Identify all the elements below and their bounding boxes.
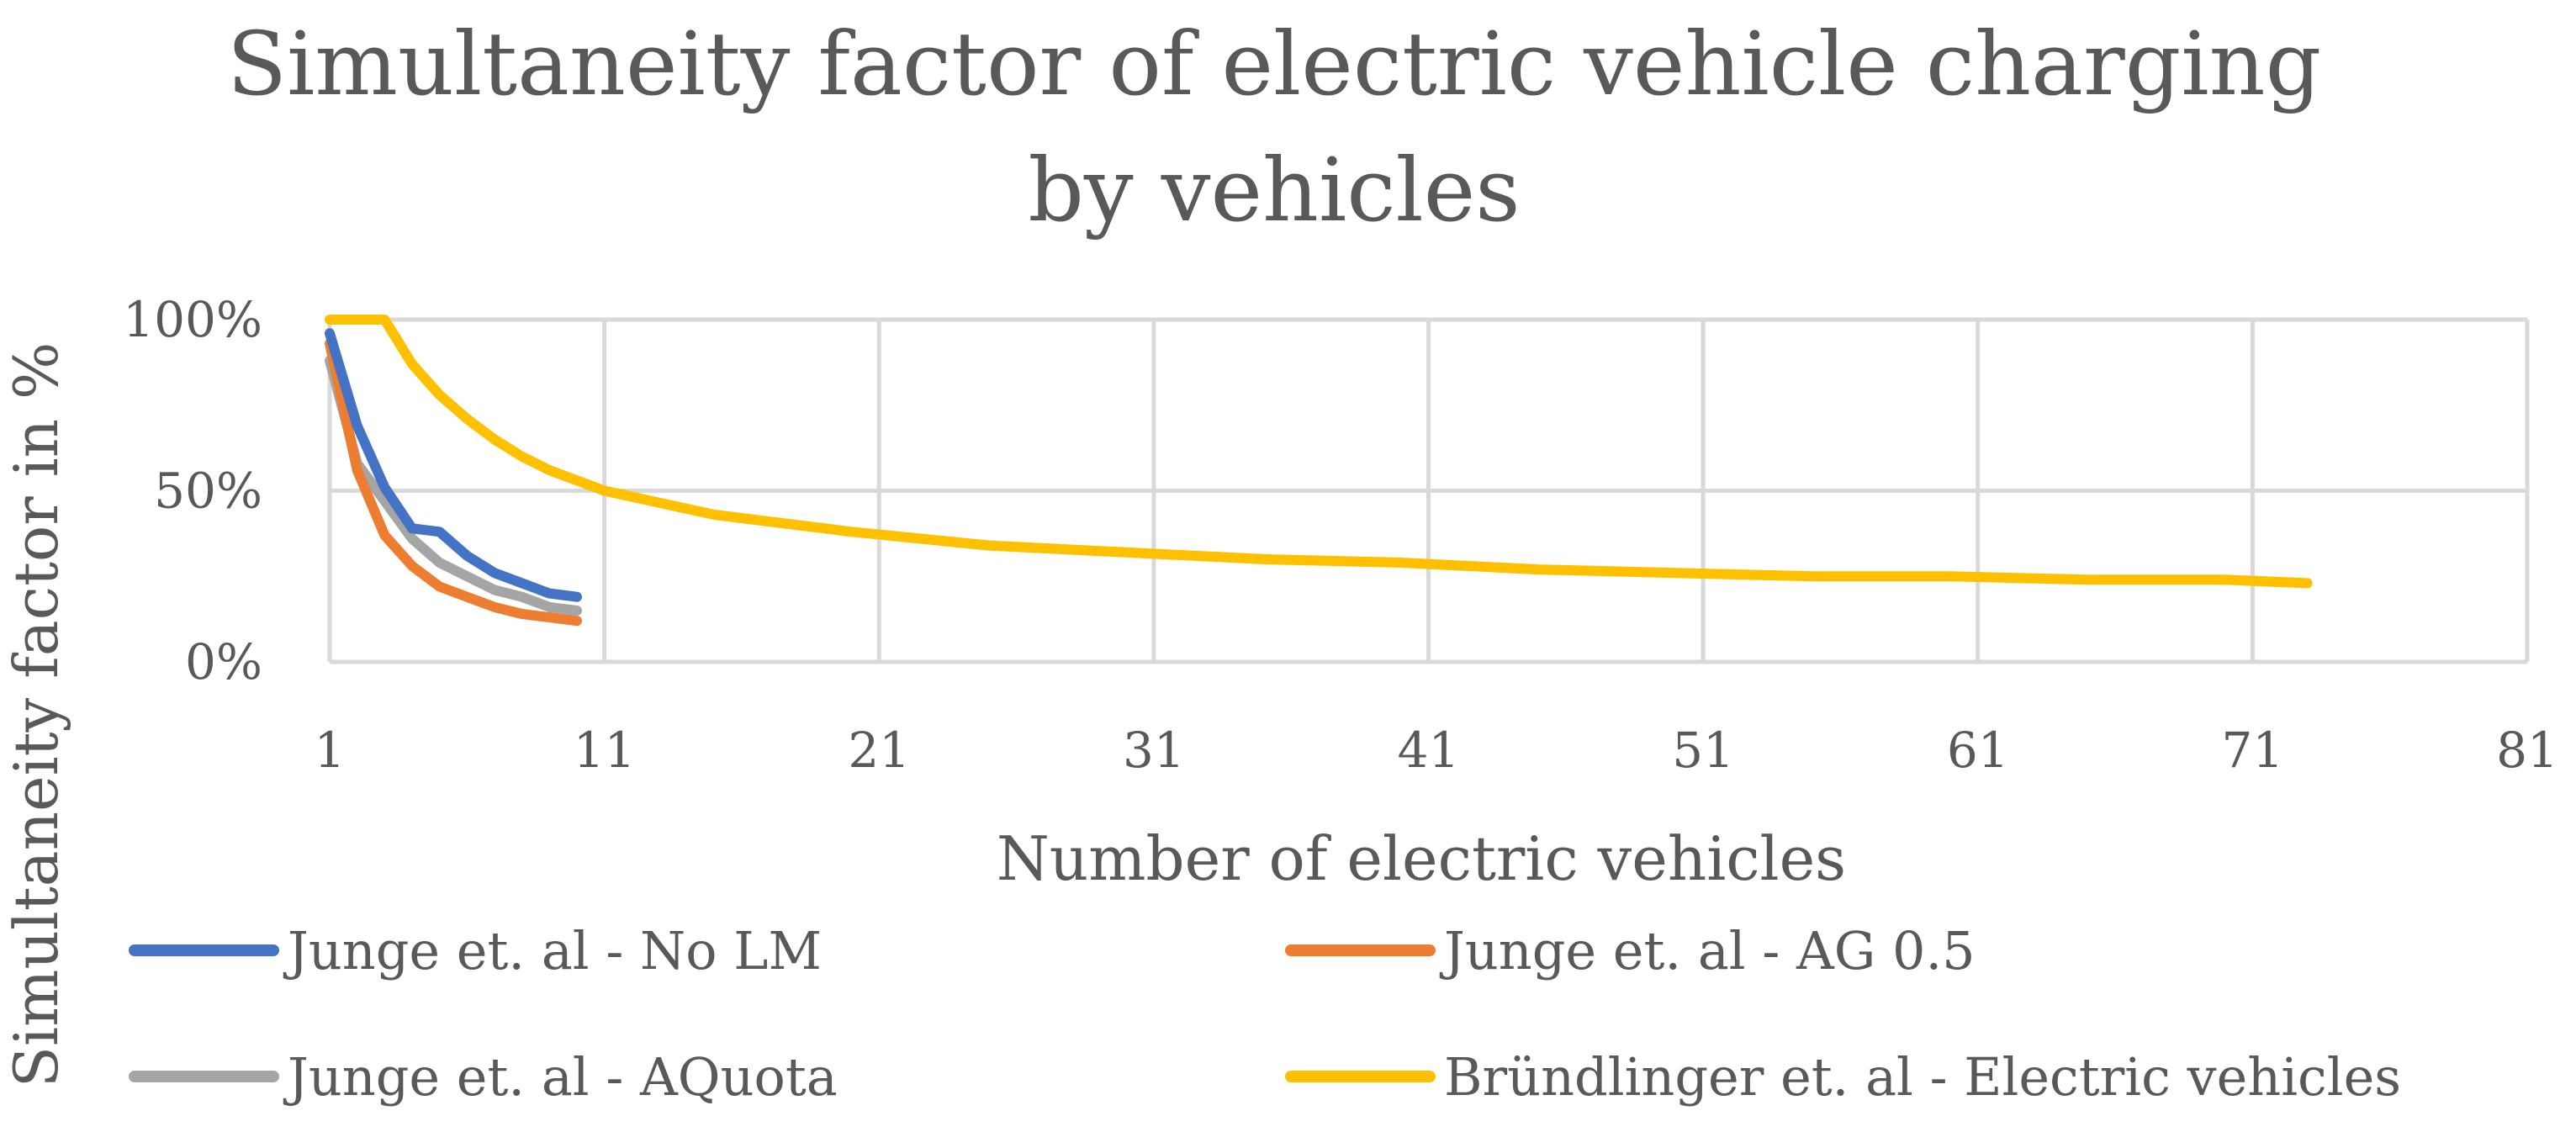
- legend: Junge et. al - No LM Junge et. al - AG 0.…: [129, 920, 2401, 1108]
- y-tick-label: 0%: [185, 633, 262, 690]
- chart-title-line-1: Simultaneity factor of electric vehicle …: [227, 13, 2321, 115]
- x-tick-label: 21: [848, 722, 910, 779]
- x-tick-label: 61: [1947, 722, 2009, 779]
- series-line-1: [325, 328, 582, 602]
- series-line-3: [325, 355, 582, 616]
- x-tick-label: 51: [1672, 722, 1734, 779]
- legend-item: Junge et. al - AG 0.5: [1285, 920, 1976, 981]
- x-tick-label: 11: [574, 722, 636, 779]
- series-line-4: [325, 315, 2313, 589]
- chart-title-line-2: by vehicles: [1028, 139, 1520, 241]
- grid-layer: [327, 317, 2530, 664]
- legend-label: Junge et. al - AQuota: [283, 1046, 838, 1108]
- legend-label: Junge et. al - AG 0.5: [1439, 920, 1976, 981]
- legend-item: Bründlinger et. al - Electric vehicles: [1285, 1046, 2401, 1108]
- legend-item: Junge et. al - AQuota: [129, 1046, 838, 1108]
- x-tick-label: 31: [1123, 722, 1185, 779]
- x-tick-labels: 1 11 21 31 41 51 61 71 81: [315, 722, 2558, 779]
- y-axis-title: Simultaneity factor in %: [1, 342, 71, 1088]
- series-line-2: [325, 338, 582, 627]
- y-tick-labels: 0% 50% 100%: [123, 291, 262, 690]
- x-tick-label: 81: [2496, 722, 2558, 779]
- x-axis-title: Number of electric vehicles: [997, 823, 1846, 894]
- legend-label: Bründlinger et. al - Electric vehicles: [1444, 1046, 2401, 1108]
- y-tick-label: 100%: [123, 291, 262, 348]
- x-tick-label: 1: [315, 722, 346, 779]
- series-layer: [325, 315, 2313, 627]
- y-tick-label: 50%: [154, 463, 262, 520]
- legend-label: Junge et. al - No LM: [283, 920, 822, 981]
- legend-item: Junge et. al - No LM: [129, 920, 822, 981]
- x-tick-label: 71: [2221, 722, 2283, 779]
- x-tick-label: 41: [1398, 722, 1460, 779]
